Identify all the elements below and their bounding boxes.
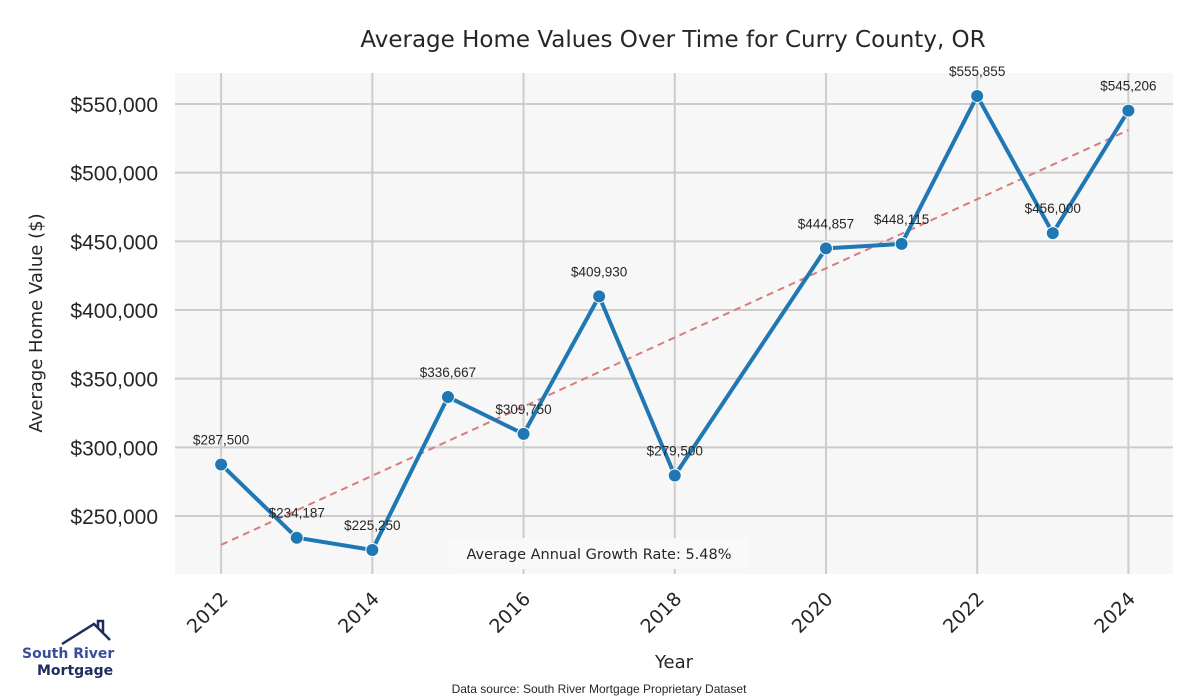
data-points [214,88,1136,557]
series-line [219,93,1131,552]
y-tick-label: $300,000 [70,437,158,460]
x-tick-label: 2016 [485,588,535,638]
data-point [592,289,607,304]
data-label: $444,857 [798,216,854,231]
house-roof-icon [61,622,111,646]
growth-rate-annotation: Average Annual Growth Rate: 5.48% [449,538,750,569]
data-label: $234,187 [269,506,325,521]
data-label: $409,930 [571,264,627,279]
data-point [289,530,304,545]
annotation-text: Average Annual Growth Rate: 5.48% [466,547,731,563]
y-tick-label: $550,000 [70,94,158,117]
y-tick-labels: $250,000 $300,000 $350,000 $400,000 $450,000… [70,94,158,529]
x-tick-label: 2024 [1090,588,1140,638]
data-point [970,88,985,103]
x-tick-label: 2020 [788,588,838,638]
company-logo: South River Mortgage [22,619,114,679]
chart-title: Average Home Values Over Time for Curry … [360,27,985,53]
x-gridlines [220,73,1130,574]
x-axis-label: Year [654,652,694,673]
data-point [1121,103,1136,118]
y-tick-label: $450,000 [70,231,158,254]
x-tick-label: 2018 [637,588,687,638]
data-point [894,236,909,251]
y-tick-label: $250,000 [70,506,158,529]
data-point [365,542,380,557]
chimney-icon [96,619,105,632]
trend-line [220,129,1129,546]
data-label: $279,500 [647,443,703,458]
data-point [1045,226,1060,241]
y-gridlines [175,103,1173,517]
data-label: $448,115 [874,212,929,227]
y-axis-label: Average Home Value ($) [26,213,47,432]
y-tick-label: $350,000 [70,369,158,392]
y-tick-label: $400,000 [70,300,158,323]
data-label: $309,750 [495,402,551,417]
data-point [818,241,833,256]
annotation-box [449,538,750,569]
x-tick-label: 2014 [334,588,384,638]
data-label: $555,855 [949,64,1005,79]
data-point [667,468,682,483]
data-label: $225,250 [344,518,400,533]
x-tick-label: 2022 [939,588,989,638]
data-source: Data source: South River Mortgage Propri… [452,682,747,696]
data-point [440,389,455,404]
data-label: $287,500 [193,432,249,447]
data-label: $336,667 [420,365,476,380]
x-tick-label: 2012 [183,588,233,638]
data-label: $456,000 [1025,201,1081,216]
data-point [516,426,531,441]
data-point [214,457,229,472]
data-label: $545,206 [1100,79,1156,94]
logo-line1: South River [22,646,114,662]
y-tick-label: $500,000 [70,163,158,186]
data-labels: $287,500 $234,187 $225,250 $336,667 $309,750… [193,64,1157,533]
x-tick-labels: 2012 2014 2016 2018 2020 2022 2024 [183,588,1140,638]
logo-line2: Mortgage [37,663,113,679]
